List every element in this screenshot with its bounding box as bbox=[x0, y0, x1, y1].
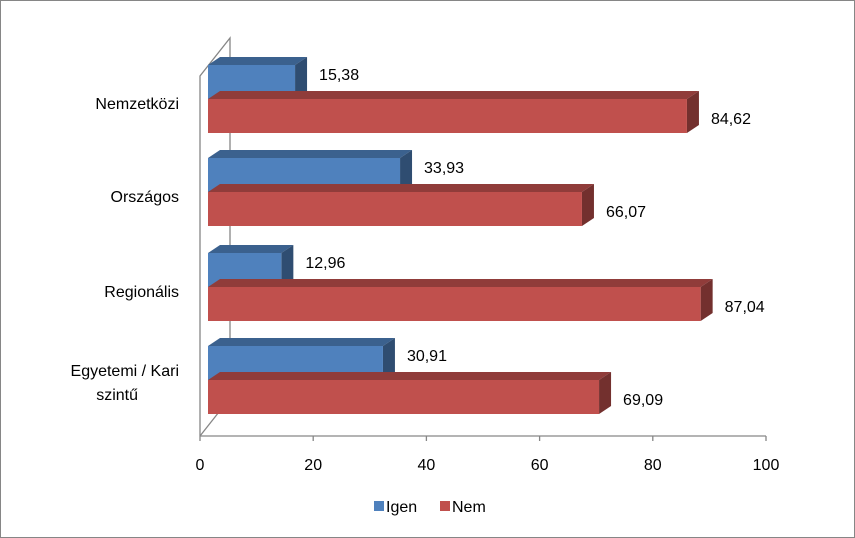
x-tick-label: 40 bbox=[418, 457, 436, 474]
category-label: Országos bbox=[111, 189, 179, 206]
x-tick-label: 0 bbox=[196, 457, 205, 474]
data-label: 69,09 bbox=[623, 392, 663, 409]
bar-side bbox=[281, 245, 294, 287]
bar-top bbox=[208, 372, 612, 380]
bar-nem bbox=[208, 99, 687, 133]
category-label: Regionális bbox=[104, 284, 179, 301]
bar-top bbox=[208, 279, 713, 287]
legend-swatch bbox=[440, 501, 450, 511]
bar-side bbox=[382, 338, 395, 380]
bar-nem bbox=[208, 287, 701, 321]
x-tick-label: 100 bbox=[753, 457, 780, 474]
data-label: 66,07 bbox=[606, 204, 646, 221]
x-tick-label: 20 bbox=[304, 457, 322, 474]
legend-label-igen: Igen bbox=[386, 499, 417, 516]
data-label: 15,38 bbox=[319, 67, 359, 84]
bar-top bbox=[208, 245, 294, 253]
data-label: 87,04 bbox=[725, 299, 765, 316]
bar-side bbox=[295, 57, 308, 99]
bar-top bbox=[208, 91, 699, 99]
data-label: 12,96 bbox=[305, 255, 345, 272]
bar-side bbox=[400, 150, 413, 192]
x-tick-label: 80 bbox=[644, 457, 662, 474]
x-tick-label: 60 bbox=[531, 457, 549, 474]
category-label: Nemzetközi bbox=[95, 96, 179, 113]
bar-top bbox=[208, 338, 395, 346]
bar-nem bbox=[208, 380, 600, 414]
bar-side bbox=[599, 372, 612, 414]
data-label: 33,93 bbox=[424, 160, 464, 177]
bar-top bbox=[208, 57, 308, 65]
legend-swatch bbox=[374, 501, 384, 511]
bar-top bbox=[208, 150, 413, 158]
bar-side bbox=[700, 279, 713, 321]
data-label: 30,91 bbox=[407, 348, 447, 365]
data-label: 84,62 bbox=[711, 111, 751, 128]
category-label: Egyetemi / Kari szintű bbox=[71, 363, 179, 404]
legend-label-nem: Nem bbox=[452, 499, 486, 516]
bar-side bbox=[686, 91, 699, 133]
bar-side bbox=[581, 184, 594, 226]
bar-top bbox=[208, 184, 594, 192]
bar-nem bbox=[208, 192, 582, 226]
